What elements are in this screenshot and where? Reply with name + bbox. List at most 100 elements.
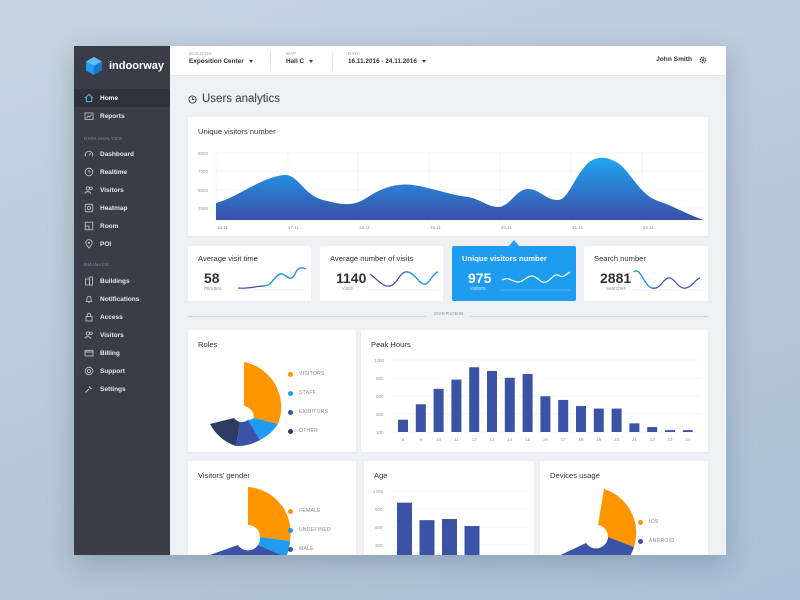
devices-title: Devices usage: [550, 471, 600, 480]
clock-icon: [188, 94, 197, 104]
y-tick: 7000: [198, 169, 209, 174]
sidebar-item-realtime[interactable]: Realtime: [74, 163, 170, 181]
pie-slice-android: [560, 537, 634, 555]
bar: [540, 396, 551, 432]
sidebar-item-manage-visitors[interactable]: Visitors: [74, 326, 170, 344]
sidebar-item-billing[interactable]: Billing: [74, 344, 170, 362]
lock-icon: [85, 312, 93, 322]
legend-dot: [288, 546, 293, 552]
sidebar-item-label: Settings: [100, 385, 126, 393]
stat-unit: visitors: [470, 286, 486, 292]
legend-label: VISITORS: [299, 371, 325, 377]
legend-ios: IOS: [638, 519, 659, 525]
bar: [415, 404, 426, 432]
x-tick: 10: [436, 437, 442, 442]
sidebar-item-label: Billing: [100, 349, 120, 357]
peak-hours-title: Peak Hours: [371, 340, 411, 349]
sidebar-item-label: Dashboard: [100, 150, 134, 158]
wrench-icon: [85, 386, 92, 393]
sidebar-item-reports[interactable]: Reports: [74, 107, 170, 125]
sidebar-item-heatmap[interactable]: Heatmap: [74, 199, 170, 217]
legend-other: OTHER: [288, 428, 318, 434]
sparkline: [236, 267, 307, 291]
stat-card-search-number[interactable]: Search number 2881 searches: [584, 246, 708, 301]
sidebar: indoorway Home Reports DATA ANALYSIS Das…: [74, 46, 170, 555]
pie-slice-staff: [248, 418, 278, 440]
x-tick: 18.11: [359, 225, 370, 230]
bar: [487, 370, 497, 432]
legend-dot: [288, 508, 293, 514]
sidebar-item-home[interactable]: Home: [74, 89, 170, 107]
x-tick: 22.11: [643, 225, 654, 230]
sidebar-item-notifications[interactable]: Notifications: [74, 290, 170, 308]
visitors-icon: [84, 186, 93, 194]
stat-unit: minutes: [204, 286, 222, 292]
overview-divider: OVERVIEW: [188, 312, 708, 322]
x-tick: 20: [614, 437, 620, 442]
pie-slice-undefined: [258, 537, 290, 555]
building-select[interactable]: BUILDING Exposition Center: [189, 51, 253, 65]
logo[interactable]: indoorway: [84, 56, 164, 76]
x-tick: 20.11: [501, 225, 512, 230]
user-name[interactable]: John Smith: [656, 56, 692, 63]
y-tick: 600: [375, 525, 383, 530]
map-label: MAP: [286, 51, 297, 56]
stat-unit: visits: [342, 286, 354, 292]
legend-female: FEMALE: [288, 508, 321, 514]
sidebar-item-room[interactable]: Room: [74, 217, 170, 235]
y-tick: 300: [375, 543, 383, 548]
gender-card: Visitors' gender FEMALE UNDEFINED MALE: [188, 461, 356, 555]
reports-icon: [84, 112, 94, 120]
sidebar-item-visitors[interactable]: Visitors: [74, 181, 170, 199]
legend-exibitors: EXIBITORS: [288, 409, 328, 415]
chevron-down-icon: [248, 60, 253, 63]
sidebar-item-support[interactable]: Support: [74, 362, 170, 380]
building-value: Exposition Center: [189, 58, 244, 65]
stat-title: Unique visitors number: [462, 254, 547, 263]
bell-icon: [85, 295, 93, 303]
roles-card: Roles VISITORS STAFF EXIBITORS OTHER: [188, 330, 356, 452]
sidebar-item-settings[interactable]: Settings: [74, 380, 170, 398]
visitors-area-chart: 9000 7000 5000 2000 16.11 17.11 18.11 19…: [198, 151, 704, 230]
bar: [647, 427, 658, 432]
gear-icon[interactable]: [698, 55, 708, 65]
legend-dot: [288, 428, 293, 434]
stat-card-visit-time[interactable]: Average visit time 58 minutes: [188, 246, 311, 301]
y-tick: 100: [376, 430, 384, 435]
stat-card-unique-visitors[interactable]: Unique visitors number 975 visitors: [452, 240, 576, 301]
map-select[interactable]: MAP Hall C: [286, 51, 314, 65]
sidebar-item-buildings[interactable]: Buildings: [74, 272, 170, 290]
y-tick: 300: [376, 412, 384, 417]
legend-dot: [638, 538, 643, 544]
bar: [593, 408, 604, 432]
bar: [522, 374, 533, 432]
building-label: BUILDING: [189, 51, 213, 56]
legend-visitors: VISITORS: [288, 371, 325, 377]
date-range-select[interactable]: DATA 16.11.2016 - 24.11.2016: [348, 51, 426, 65]
x-tick: 14: [507, 437, 513, 442]
stat-title: Search number: [594, 254, 646, 263]
legend-undefined: UNDEFINED: [288, 527, 331, 533]
pie-slice-other: [210, 418, 240, 446]
building-icon: [85, 276, 93, 286]
sidebar-item-label: Access: [100, 313, 123, 321]
bar: [419, 520, 435, 555]
bar: [576, 406, 586, 432]
y-axis-labels: 9000 7000 5000 2000: [198, 151, 209, 211]
devices-pie-chart: [560, 489, 637, 555]
x-tick: 17.11: [288, 225, 299, 230]
sidebar-item-label: Reports: [100, 112, 125, 120]
pie-slice-visitors: [244, 362, 282, 424]
sidebar-item-access[interactable]: Access: [74, 308, 170, 326]
roles-title: Roles: [198, 340, 218, 349]
clock-icon: [84, 167, 94, 177]
stat-unit: searches: [606, 286, 627, 292]
age-title: Age: [374, 471, 388, 480]
visitors-chart-title: Unique visitors number: [198, 127, 276, 136]
sidebar-item-dashboard[interactable]: Dashboard: [74, 145, 170, 163]
stat-card-number-of-visits[interactable]: Average number of visits 1140 visits: [320, 246, 443, 301]
sparkline: [632, 270, 702, 291]
legend-staff: STAFF: [288, 390, 316, 396]
gender-pie-chart: [209, 487, 291, 555]
sidebar-item-poi[interactable]: POI: [74, 235, 170, 253]
